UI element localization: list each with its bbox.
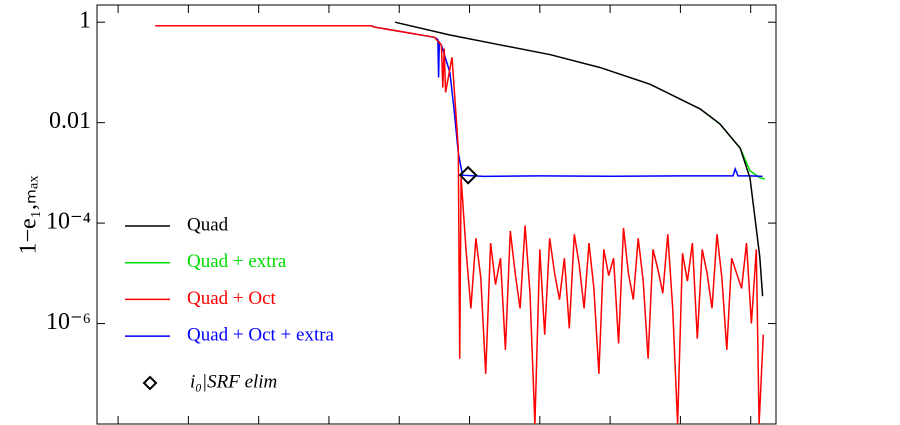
plot-area [155, 21, 766, 424]
legend-label: Quad [187, 214, 229, 235]
series-line [699, 108, 766, 180]
y-tick-label: 10⁻⁴ [46, 209, 91, 235]
y-tick-label: 1 [79, 8, 91, 34]
legend-label: i₀|SRF elim [190, 371, 277, 392]
y-tick-label: 0.01 [49, 108, 91, 134]
plot-frame [96, 4, 777, 425]
legend-label: Quad + Oct [187, 288, 277, 309]
y-tick-label: 10⁻⁶ [46, 309, 91, 335]
y-axis-label: 1−e₁,ₘₐₓ [16, 175, 42, 254]
legend-marker [142, 375, 158, 391]
legend-label: Quad + Oct + extra [187, 324, 335, 345]
series-line [155, 24, 765, 424]
legend-label: Quad + extra [187, 251, 287, 272]
marker [458, 165, 478, 185]
series-line [394, 21, 764, 297]
